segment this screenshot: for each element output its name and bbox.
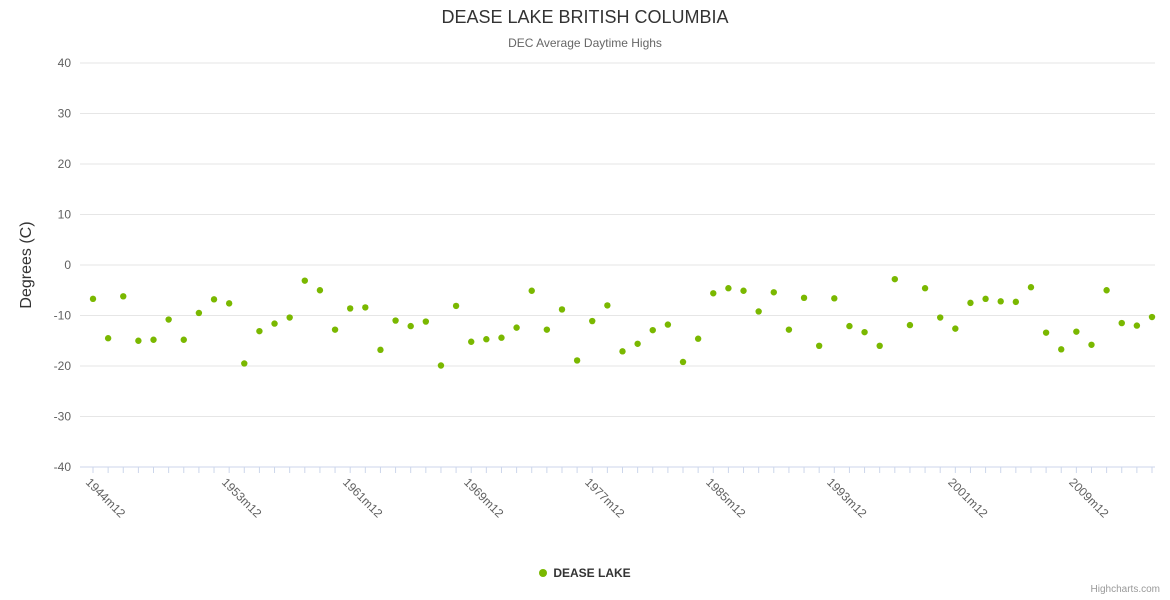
data-point[interactable] — [468, 338, 475, 345]
y-tick-label: -30 — [54, 410, 72, 424]
data-point[interactable] — [861, 328, 868, 336]
x-tick-label: 2001m12 — [945, 475, 991, 521]
chart-subtitle: DEC Average Daytime Highs — [508, 36, 662, 50]
x-tick-label: 1953m12 — [219, 475, 265, 521]
data-point[interactable] — [1148, 313, 1156, 321]
y-tick-label: 0 — [64, 258, 71, 272]
data-point[interactable] — [452, 302, 460, 310]
data-point[interactable] — [89, 295, 97, 303]
data-point[interactable] — [286, 314, 293, 321]
x-tick-label: 1977m12 — [582, 475, 628, 521]
data-point[interactable] — [634, 340, 641, 347]
data-point[interactable] — [513, 324, 520, 331]
y-tick-label: -40 — [54, 460, 72, 474]
data-point[interactable] — [664, 321, 672, 328]
data-point[interactable] — [725, 285, 732, 292]
data-point[interactable] — [301, 277, 308, 284]
data-point[interactable] — [225, 300, 233, 307]
data-point[interactable] — [104, 335, 112, 342]
data-point[interactable] — [967, 299, 974, 307]
data-point[interactable] — [831, 295, 838, 302]
data-point[interactable] — [135, 337, 142, 344]
data-point[interactable] — [271, 320, 278, 327]
data-point[interactable] — [1133, 322, 1141, 329]
data-point[interactable] — [710, 290, 717, 297]
y-tick-label: 20 — [58, 157, 72, 171]
data-point[interactable] — [180, 336, 187, 343]
data-point[interactable] — [952, 325, 959, 332]
data-point[interactable] — [1058, 346, 1065, 353]
data-point[interactable] — [241, 360, 248, 367]
data-point[interactable] — [604, 302, 611, 309]
data-point[interactable] — [120, 293, 127, 300]
data-point[interactable] — [362, 304, 369, 311]
data-point[interactable] — [573, 357, 581, 364]
data-point[interactable] — [543, 326, 551, 333]
y-tick-label: 10 — [58, 208, 72, 222]
x-tick-label: 2009m12 — [1066, 475, 1112, 521]
data-point[interactable] — [785, 326, 793, 333]
data-point[interactable] — [483, 336, 490, 343]
x-tick-label: 1969m12 — [461, 475, 507, 521]
y-tick-label: -10 — [54, 309, 72, 323]
data-point[interactable] — [437, 362, 445, 369]
y-axis-title: Degrees (C) — [18, 221, 35, 309]
data-point[interactable] — [619, 348, 626, 355]
data-point[interactable] — [1118, 319, 1125, 327]
y-tick-label: 30 — [58, 107, 72, 121]
data-point[interactable] — [1073, 328, 1080, 335]
data-point[interactable] — [679, 358, 687, 366]
data-point[interactable] — [407, 322, 414, 330]
data-point[interactable] — [891, 275, 899, 283]
data-point[interactable] — [1027, 284, 1035, 291]
data-point[interactable] — [422, 318, 430, 325]
data-point[interactable] — [392, 317, 399, 324]
data-point[interactable] — [1103, 287, 1110, 294]
data-point[interactable] — [165, 316, 172, 323]
legend-item-dease-lake[interactable]: DEASE LAKE — [0, 566, 1170, 580]
data-point[interactable] — [876, 342, 883, 349]
x-tick-label: 1961m12 — [340, 475, 386, 521]
legend-marker-icon — [539, 569, 548, 577]
data-point[interactable] — [1042, 329, 1050, 336]
data-point[interactable] — [982, 295, 989, 303]
data-point[interactable] — [195, 309, 203, 317]
data-point[interactable] — [997, 298, 1004, 305]
data-point[interactable] — [256, 327, 263, 335]
x-tick-label: 1993m12 — [824, 475, 870, 521]
data-point[interactable] — [210, 296, 218, 303]
data-point[interactable] — [346, 305, 354, 312]
data-point[interactable] — [755, 308, 762, 315]
data-point[interactable] — [528, 287, 535, 294]
data-point[interactable] — [331, 326, 339, 333]
data-point[interactable] — [846, 322, 853, 330]
data-point[interactable] — [150, 336, 157, 343]
data-point[interactable] — [937, 314, 944, 321]
data-point[interactable] — [815, 342, 823, 349]
data-point[interactable] — [694, 335, 702, 342]
data-point[interactable] — [558, 306, 566, 313]
data-point[interactable] — [649, 326, 656, 334]
data-point[interactable] — [316, 287, 324, 294]
data-point[interactable] — [740, 287, 747, 294]
highcharts-credits-link[interactable]: Highcharts.com — [1090, 584, 1160, 595]
y-tick-label: 40 — [58, 56, 72, 70]
x-tick-label: 1944m12 — [83, 475, 129, 521]
data-point[interactable] — [1088, 341, 1095, 348]
data-point[interactable] — [906, 321, 914, 329]
legend-label: DEASE LAKE — [553, 566, 631, 580]
data-point[interactable] — [589, 317, 596, 325]
data-point[interactable] — [498, 334, 505, 341]
data-point[interactable] — [921, 285, 929, 292]
x-tick-label: 1985m12 — [703, 475, 749, 521]
chart-title: DEASE LAKE BRITISH COLUMBIA — [441, 7, 729, 27]
data-point[interactable] — [377, 346, 384, 354]
data-point[interactable] — [770, 289, 777, 296]
y-tick-label: -20 — [54, 359, 72, 373]
data-point[interactable] — [800, 294, 808, 302]
data-point[interactable] — [1012, 298, 1020, 306]
